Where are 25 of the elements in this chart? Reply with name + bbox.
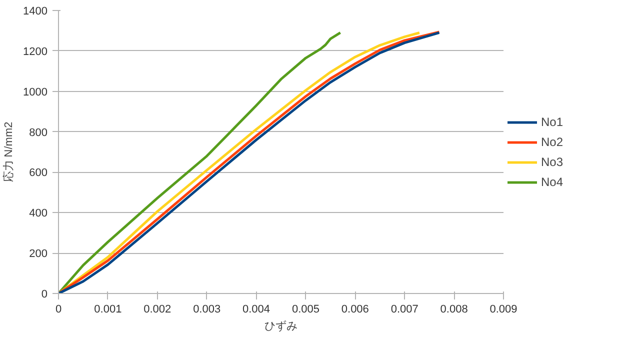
x-tick-label: 0.007 <box>390 304 418 316</box>
y-axis-title: 応力 N/mm2 <box>2 122 16 182</box>
y-tick-label: 0 <box>41 288 48 300</box>
x-tick-label: 0.002 <box>144 304 172 316</box>
y-tick-label: 1400 <box>23 6 48 18</box>
x-tick-label: 0.001 <box>94 304 122 316</box>
y-tick-label: 200 <box>29 248 48 260</box>
y-tick-label: 1000 <box>23 86 48 98</box>
line-series <box>58 31 342 294</box>
x-tick-label: 0.005 <box>292 304 320 316</box>
y-tick-label: 800 <box>29 126 48 139</box>
x-tick-label: 0.008 <box>440 304 468 316</box>
x-tick-label: 0.004 <box>242 304 270 316</box>
legend-label: No3 <box>541 154 564 168</box>
legend-label: No2 <box>541 134 564 148</box>
x-tick-label: 0 <box>55 304 62 316</box>
legend-label: No1 <box>541 114 564 128</box>
y-tick-label: 400 <box>29 208 48 220</box>
x-tick-label: 0.006 <box>341 304 369 316</box>
x-tick-label: 0.003 <box>193 304 221 316</box>
y-tick-label: 1200 <box>23 46 48 58</box>
y-tick-label: 600 <box>29 167 48 180</box>
x-tick-label: 0.009 <box>490 304 518 316</box>
x-axis-title: ひずみ <box>264 320 298 332</box>
legend-label: No4 <box>541 174 564 188</box>
